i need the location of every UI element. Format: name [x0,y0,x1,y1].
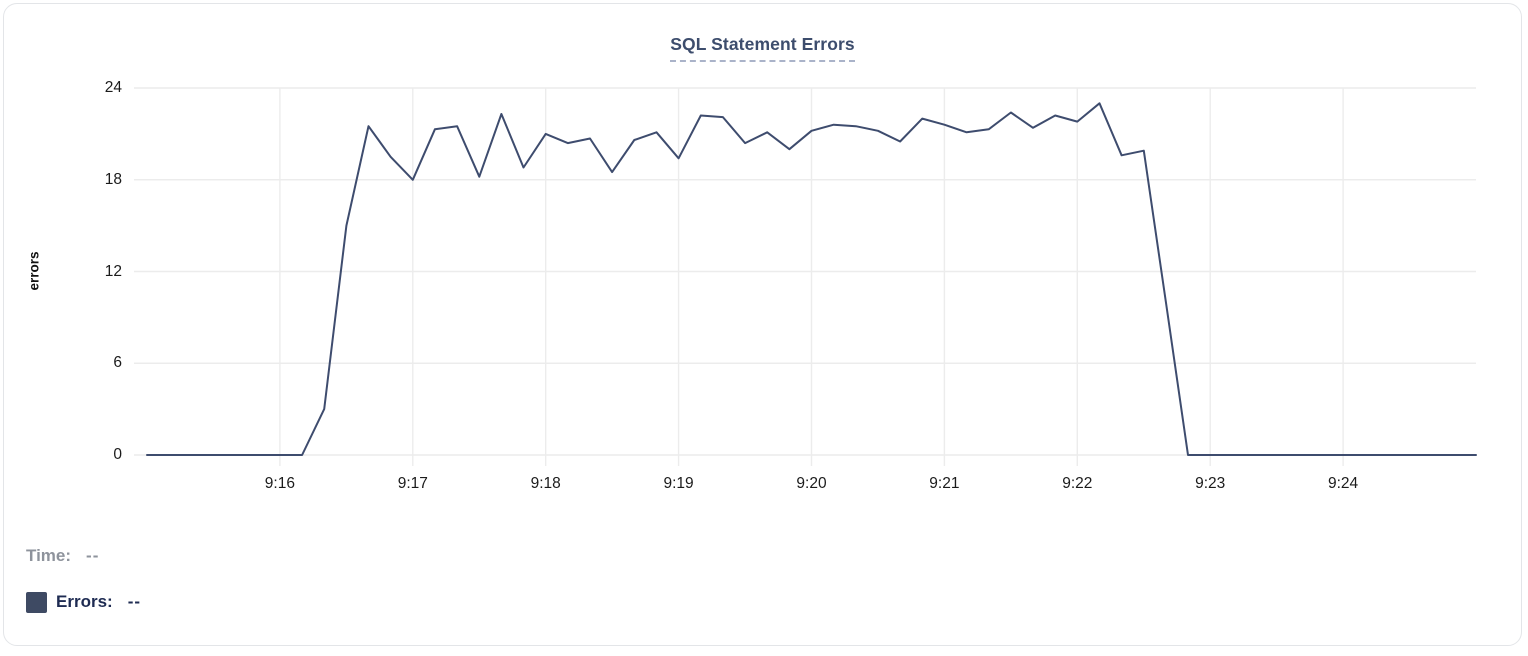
y-tick-label: 18 [104,170,122,188]
x-tick-label: 9:21 [929,475,960,492]
chart-header: SQL Statement Errors [4,34,1521,62]
x-tick-label: 9:24 [1328,475,1359,492]
x-tick-label: 9:17 [397,475,428,492]
y-tick-label: 0 [113,446,122,463]
y-tick-label: 12 [104,262,122,280]
hover-readout: Time: -- Errors: -- [26,544,141,636]
x-tick-label: 9:23 [1195,475,1226,492]
x-tick-label: 9:16 [264,475,295,492]
errors-series-line [146,102,1477,456]
errors-legend-swatch-icon [26,591,47,613]
x-tick-label: 9:22 [1062,475,1093,492]
plot-region: errors 0 6 12 18 24 9:16 9:17 9:18 9:19 9:20 9:21… [4,4,1528,656]
x-tick-label: 9:19 [663,475,694,492]
time-label: Time: [26,546,72,565]
x-tick-label: 9:20 [796,475,827,492]
time-value: -- [86,546,100,565]
chart-card: SQL Statement Errors errors 0 6 12 18 24 9:1… [3,3,1522,646]
y-tick-label: 24 [104,79,122,96]
chart-title[interactable]: SQL Statement Errors [670,34,855,62]
errors-label: Errors: [56,592,113,611]
y-tick-label: 6 [113,354,122,372]
readout-time-row: Time: -- [26,544,141,568]
errors-line-chart[interactable] [4,4,1528,656]
errors-value: -- [127,592,142,611]
x-tick-label: 9:18 [530,475,561,492]
readout-errors-row: Errors: -- [26,590,141,614]
